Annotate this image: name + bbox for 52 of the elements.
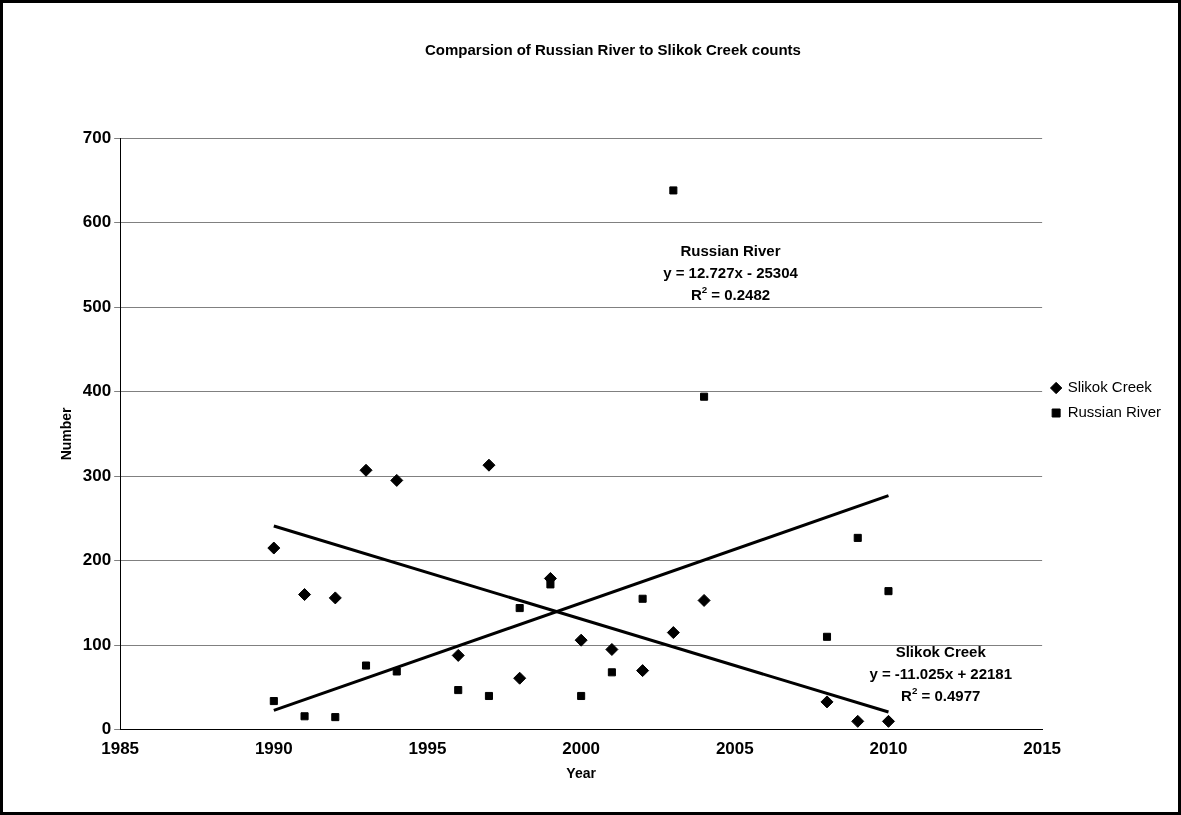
point xyxy=(881,714,895,728)
point xyxy=(607,668,616,677)
x-tick-label: 2015 xyxy=(1023,738,1062,758)
point xyxy=(269,697,278,706)
y-tick-label: 300 xyxy=(82,465,112,485)
point xyxy=(267,541,281,555)
x-axis-title: Year xyxy=(566,765,597,782)
x-tick-label: 2010 xyxy=(869,738,908,758)
x-tick-label: 1985 xyxy=(101,738,140,758)
x-tick-label: 2005 xyxy=(715,738,754,758)
point xyxy=(454,686,463,695)
point xyxy=(482,458,496,472)
y-tick-label: 700 xyxy=(82,127,112,147)
point xyxy=(636,664,650,678)
y-tick-label: 200 xyxy=(82,550,112,570)
point xyxy=(361,661,371,670)
point xyxy=(638,594,647,603)
y-tick-label: 500 xyxy=(82,296,112,316)
point xyxy=(577,691,586,701)
y-axis-title: Number xyxy=(58,406,75,461)
point xyxy=(328,591,342,605)
x-tick-label: 1990 xyxy=(254,738,293,758)
point xyxy=(851,714,865,728)
point xyxy=(700,392,709,401)
legend-label: Russian River xyxy=(1067,403,1162,421)
point xyxy=(666,626,680,640)
point xyxy=(392,667,401,676)
point xyxy=(820,695,834,709)
point xyxy=(884,587,893,596)
legend-label: Slikok Creek xyxy=(1067,378,1153,396)
point xyxy=(331,713,340,722)
y-tick-label: 100 xyxy=(82,634,112,654)
x-tick-label: 1995 xyxy=(408,738,447,758)
point xyxy=(451,648,465,662)
point xyxy=(574,633,588,647)
point xyxy=(298,588,312,602)
point xyxy=(853,533,862,542)
y-tick-label: 0 xyxy=(101,719,112,739)
point xyxy=(359,463,373,477)
point xyxy=(515,604,524,613)
point xyxy=(390,473,404,487)
point xyxy=(669,186,678,195)
point xyxy=(822,632,832,641)
y-tick-label: 400 xyxy=(82,381,112,401)
chart-title: Comparsion of Russian River to Slikok Creek counts xyxy=(425,41,801,59)
point xyxy=(697,593,711,607)
point xyxy=(300,712,309,721)
point xyxy=(513,671,527,685)
y-tick-label: 600 xyxy=(82,212,112,232)
point xyxy=(605,642,619,656)
x-tick-label: 2000 xyxy=(562,738,601,758)
point xyxy=(484,691,493,701)
